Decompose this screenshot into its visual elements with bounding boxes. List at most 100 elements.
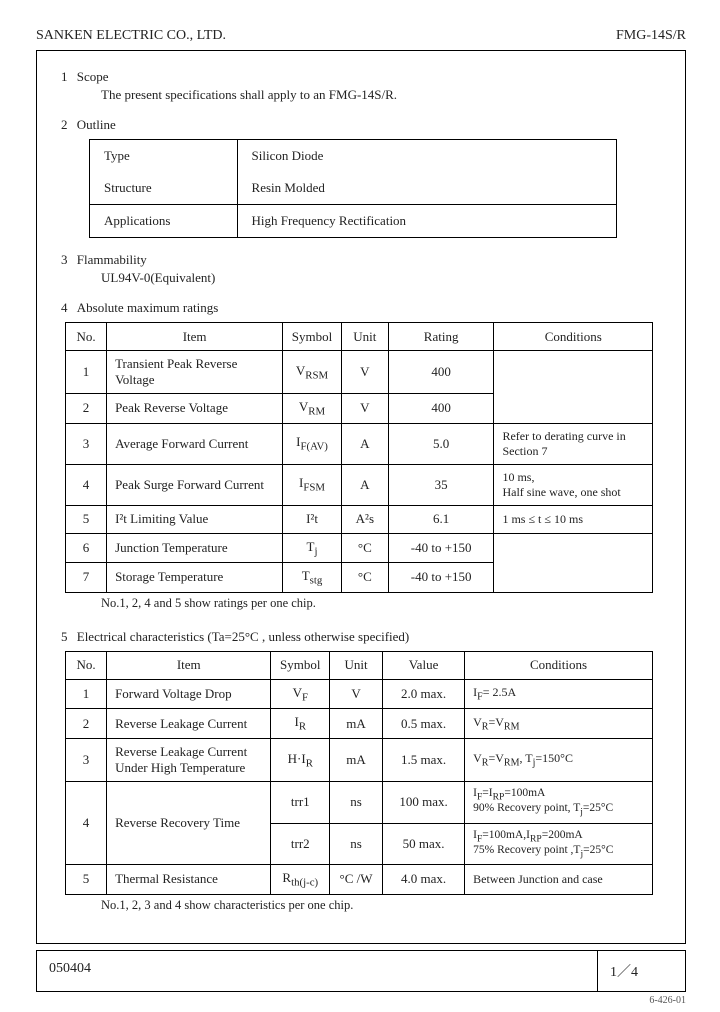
table-row: 1Forward Voltage DropVFV2.0 max.IF= 2.5A <box>66 679 653 709</box>
cell-item: Storage Temperature <box>107 563 283 593</box>
footer-date: 050404 <box>36 950 598 992</box>
cell-symbol: Rth(j-c) <box>271 865 330 895</box>
cell-value: 2.0 max. <box>382 679 464 709</box>
cell-rating: 400 <box>388 394 494 424</box>
cell-rating: -40 to +150 <box>388 533 494 563</box>
part-number: FMG-14S/R <box>616 28 686 44</box>
cell-no: 4 <box>66 781 107 864</box>
page-footer: 050404 1／4 <box>36 950 686 992</box>
cell-no: 5 <box>66 505 107 533</box>
cell-unit: ns <box>330 823 383 865</box>
cell-item: Junction Temperature <box>107 533 283 563</box>
outline-key: Type <box>90 140 238 173</box>
col-item: Item <box>107 651 271 679</box>
section-number: 1 <box>61 69 68 84</box>
cell-unit: V <box>330 679 383 709</box>
cell-cond: VR=VRM <box>465 709 653 739</box>
cell-symbol: trr2 <box>271 823 330 865</box>
cell-symbol: IF(AV) <box>283 423 342 464</box>
ratings-note: No.1, 2, 4 and 5 show ratings per one ch… <box>101 596 661 611</box>
section-title: Scope <box>77 69 109 84</box>
section-scope: 1 Scope The present specifications shall… <box>61 69 661 103</box>
section-title: Flammability <box>77 252 147 267</box>
outline-table: Type Silicon Diode Structure Resin Molde… <box>89 139 617 238</box>
cell-cond: IF= 2.5A <box>465 679 653 709</box>
cell-symbol: IFSM <box>283 464 342 505</box>
table-row: 4Reverse Recovery Timetrr1ns100 max.IF=I… <box>66 781 653 823</box>
cell-unit: °C <box>341 533 388 563</box>
table-row: 3Average Forward CurrentIF(AV)A5.0Refer … <box>66 423 653 464</box>
section-electrical: 5 Electrical characteristics (Ta=25°C , … <box>61 629 661 913</box>
electrical-table: No. Item Symbol Unit Value Conditions 1F… <box>65 651 653 895</box>
cell-item: Average Forward Current <box>107 423 283 464</box>
cell-unit: °C <box>341 563 388 593</box>
cell-unit: A <box>341 464 388 505</box>
cell-value: 50 max. <box>382 823 464 865</box>
table-header-row: No. Item Symbol Unit Value Conditions <box>66 651 653 679</box>
cell-value: 100 max. <box>382 781 464 823</box>
cell-no: 6 <box>66 533 107 563</box>
col-unit: Unit <box>330 651 383 679</box>
cell-unit: A <box>341 423 388 464</box>
flammability-body: UL94V-0(Equivalent) <box>101 270 661 286</box>
cell-item: Peak Surge Forward Current <box>107 464 283 505</box>
section-title: Electrical characteristics (Ta=25°C , un… <box>77 629 410 644</box>
section-number: 3 <box>61 252 68 267</box>
cell-value: 1.5 max. <box>382 738 464 781</box>
cell-symbol: Tj <box>283 533 342 563</box>
section-number: 5 <box>61 629 68 644</box>
cell-rating: 5.0 <box>388 423 494 464</box>
cell-item: Reverse Leakage Current <box>107 709 271 739</box>
table-header-row: No. Item Symbol Unit Rating Conditions <box>66 323 653 351</box>
cell-cond <box>494 533 653 592</box>
col-symbol: Symbol <box>283 323 342 351</box>
cell-cond: 1 ms ≤ t ≤ 10 ms <box>494 505 653 533</box>
cell-rating: 400 <box>388 351 494 394</box>
cell-no: 2 <box>66 394 107 424</box>
cell-value: 0.5 max. <box>382 709 464 739</box>
footer-page: 1／4 <box>598 950 686 992</box>
cell-item: Thermal Resistance <box>107 865 271 895</box>
cell-symbol: IR <box>271 709 330 739</box>
section-title: Outline <box>77 117 116 132</box>
cell-item: Forward Voltage Drop <box>107 679 271 709</box>
cell-cond: Between Junction and case <box>465 865 653 895</box>
cell-unit: V <box>341 351 388 394</box>
cell-no: 1 <box>66 351 107 394</box>
col-item: Item <box>107 323 283 351</box>
table-row: 1Transient Peak Reverse VoltageVRSMV400 <box>66 351 653 394</box>
cell-item: Reverse Recovery Time <box>107 781 271 864</box>
cell-rating: 6.1 <box>388 505 494 533</box>
cell-cond <box>494 351 653 424</box>
section-outline: 2 Outline Type Silicon Diode Structure R… <box>61 117 661 238</box>
table-row: 5I²t Limiting ValueI²tA²s6.11 ms ≤ t ≤ 1… <box>66 505 653 533</box>
section-number: 4 <box>61 300 68 315</box>
section-title: Absolute maximum ratings <box>77 300 219 315</box>
electrical-note: No.1, 2, 3 and 4 show characteristics pe… <box>101 898 661 913</box>
cell-item: Peak Reverse Voltage <box>107 394 283 424</box>
cell-unit: °C /W <box>330 865 383 895</box>
col-unit: Unit <box>341 323 388 351</box>
cell-cond: IF=100mA,IRP=200mA75% Recovery point ,Tj… <box>465 823 653 865</box>
outline-val: Silicon Diode <box>237 140 616 173</box>
cell-no: 2 <box>66 709 107 739</box>
cell-item: I²t Limiting Value <box>107 505 283 533</box>
cell-symbol: VF <box>271 679 330 709</box>
page: SANKEN ELECTRIC CO., LTD. FMG-14S/R 1 Sc… <box>0 0 720 1012</box>
cell-rating: -40 to +150 <box>388 563 494 593</box>
cell-symbol: Tstg <box>283 563 342 593</box>
col-conditions: Conditions <box>465 651 653 679</box>
company-name: SANKEN ELECTRIC CO., LTD. <box>36 28 226 44</box>
section-ratings: 4 Absolute maximum ratings No. Item Symb… <box>61 300 661 611</box>
section-number: 2 <box>61 117 68 132</box>
outline-key: Applications <box>90 205 238 238</box>
cell-symbol: H·IR <box>271 738 330 781</box>
col-no: No. <box>66 651 107 679</box>
col-symbol: Symbol <box>271 651 330 679</box>
cell-no: 1 <box>66 679 107 709</box>
cell-no: 5 <box>66 865 107 895</box>
col-conditions: Conditions <box>494 323 653 351</box>
cell-unit: mA <box>330 738 383 781</box>
cell-no: 7 <box>66 563 107 593</box>
cell-unit: A²s <box>341 505 388 533</box>
